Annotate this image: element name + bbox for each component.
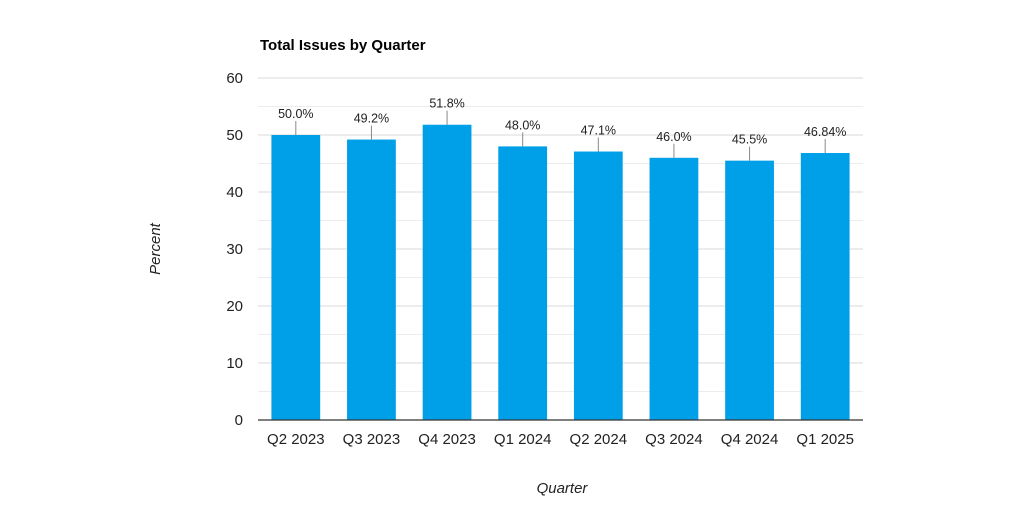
- bar: [422, 124, 472, 421]
- data-label: 49.2%: [354, 112, 389, 126]
- x-tick-label: Q3 2024: [645, 431, 703, 448]
- x-tick-label: Q2 2023: [267, 431, 325, 448]
- y-tick-label: 20: [226, 298, 243, 315]
- data-label: 45.5%: [732, 133, 767, 147]
- bar: [498, 146, 548, 420]
- x-tick-label: Q2 2024: [570, 431, 628, 448]
- data-label: 46.84%: [804, 125, 846, 139]
- data-label: 46.0%: [656, 130, 691, 144]
- data-label: 51.8%: [429, 97, 464, 111]
- y-tick-label: 30: [226, 241, 243, 258]
- y-tick-label: 60: [226, 70, 243, 87]
- data-labels: 50.0% 49.2% 51.8% 48.0% 47.1% 46.0% 45.5% 46.84…: [278, 97, 846, 161]
- x-tick-label: Q4 2023: [418, 431, 476, 448]
- data-label: 48.0%: [505, 118, 540, 132]
- x-tick-label: Q1 2024: [494, 431, 552, 448]
- chart-title: Total Issues by Quarter: [260, 37, 426, 54]
- x-tick-label: Q1 2025: [796, 431, 854, 448]
- y-tick-label: 10: [226, 355, 243, 372]
- bar: [347, 139, 396, 420]
- bar: [271, 135, 321, 420]
- y-tick-label: 50: [226, 127, 243, 144]
- data-label: 47.1%: [581, 124, 616, 138]
- bar: [573, 151, 623, 420]
- x-axis-title: Quarter: [537, 480, 589, 497]
- y-tick-label: 0: [235, 412, 243, 429]
- bar: [800, 153, 850, 420]
- x-tick-label: Q4 2024: [721, 431, 779, 448]
- y-axis-title: Percent: [147, 222, 164, 275]
- x-tick-label: Q3 2023: [343, 431, 401, 448]
- y-axis-ticks: 0 10 20 30 40 50 60: [226, 70, 243, 429]
- x-axis-ticks: Q2 2023 Q3 2023 Q4 2023 Q1 2024 Q2 2024 Q3 20…: [267, 431, 854, 448]
- bar: [725, 160, 774, 420]
- bars: [271, 124, 850, 421]
- y-tick-label: 40: [226, 184, 243, 201]
- bar: [649, 157, 699, 421]
- data-label: 50.0%: [278, 107, 313, 121]
